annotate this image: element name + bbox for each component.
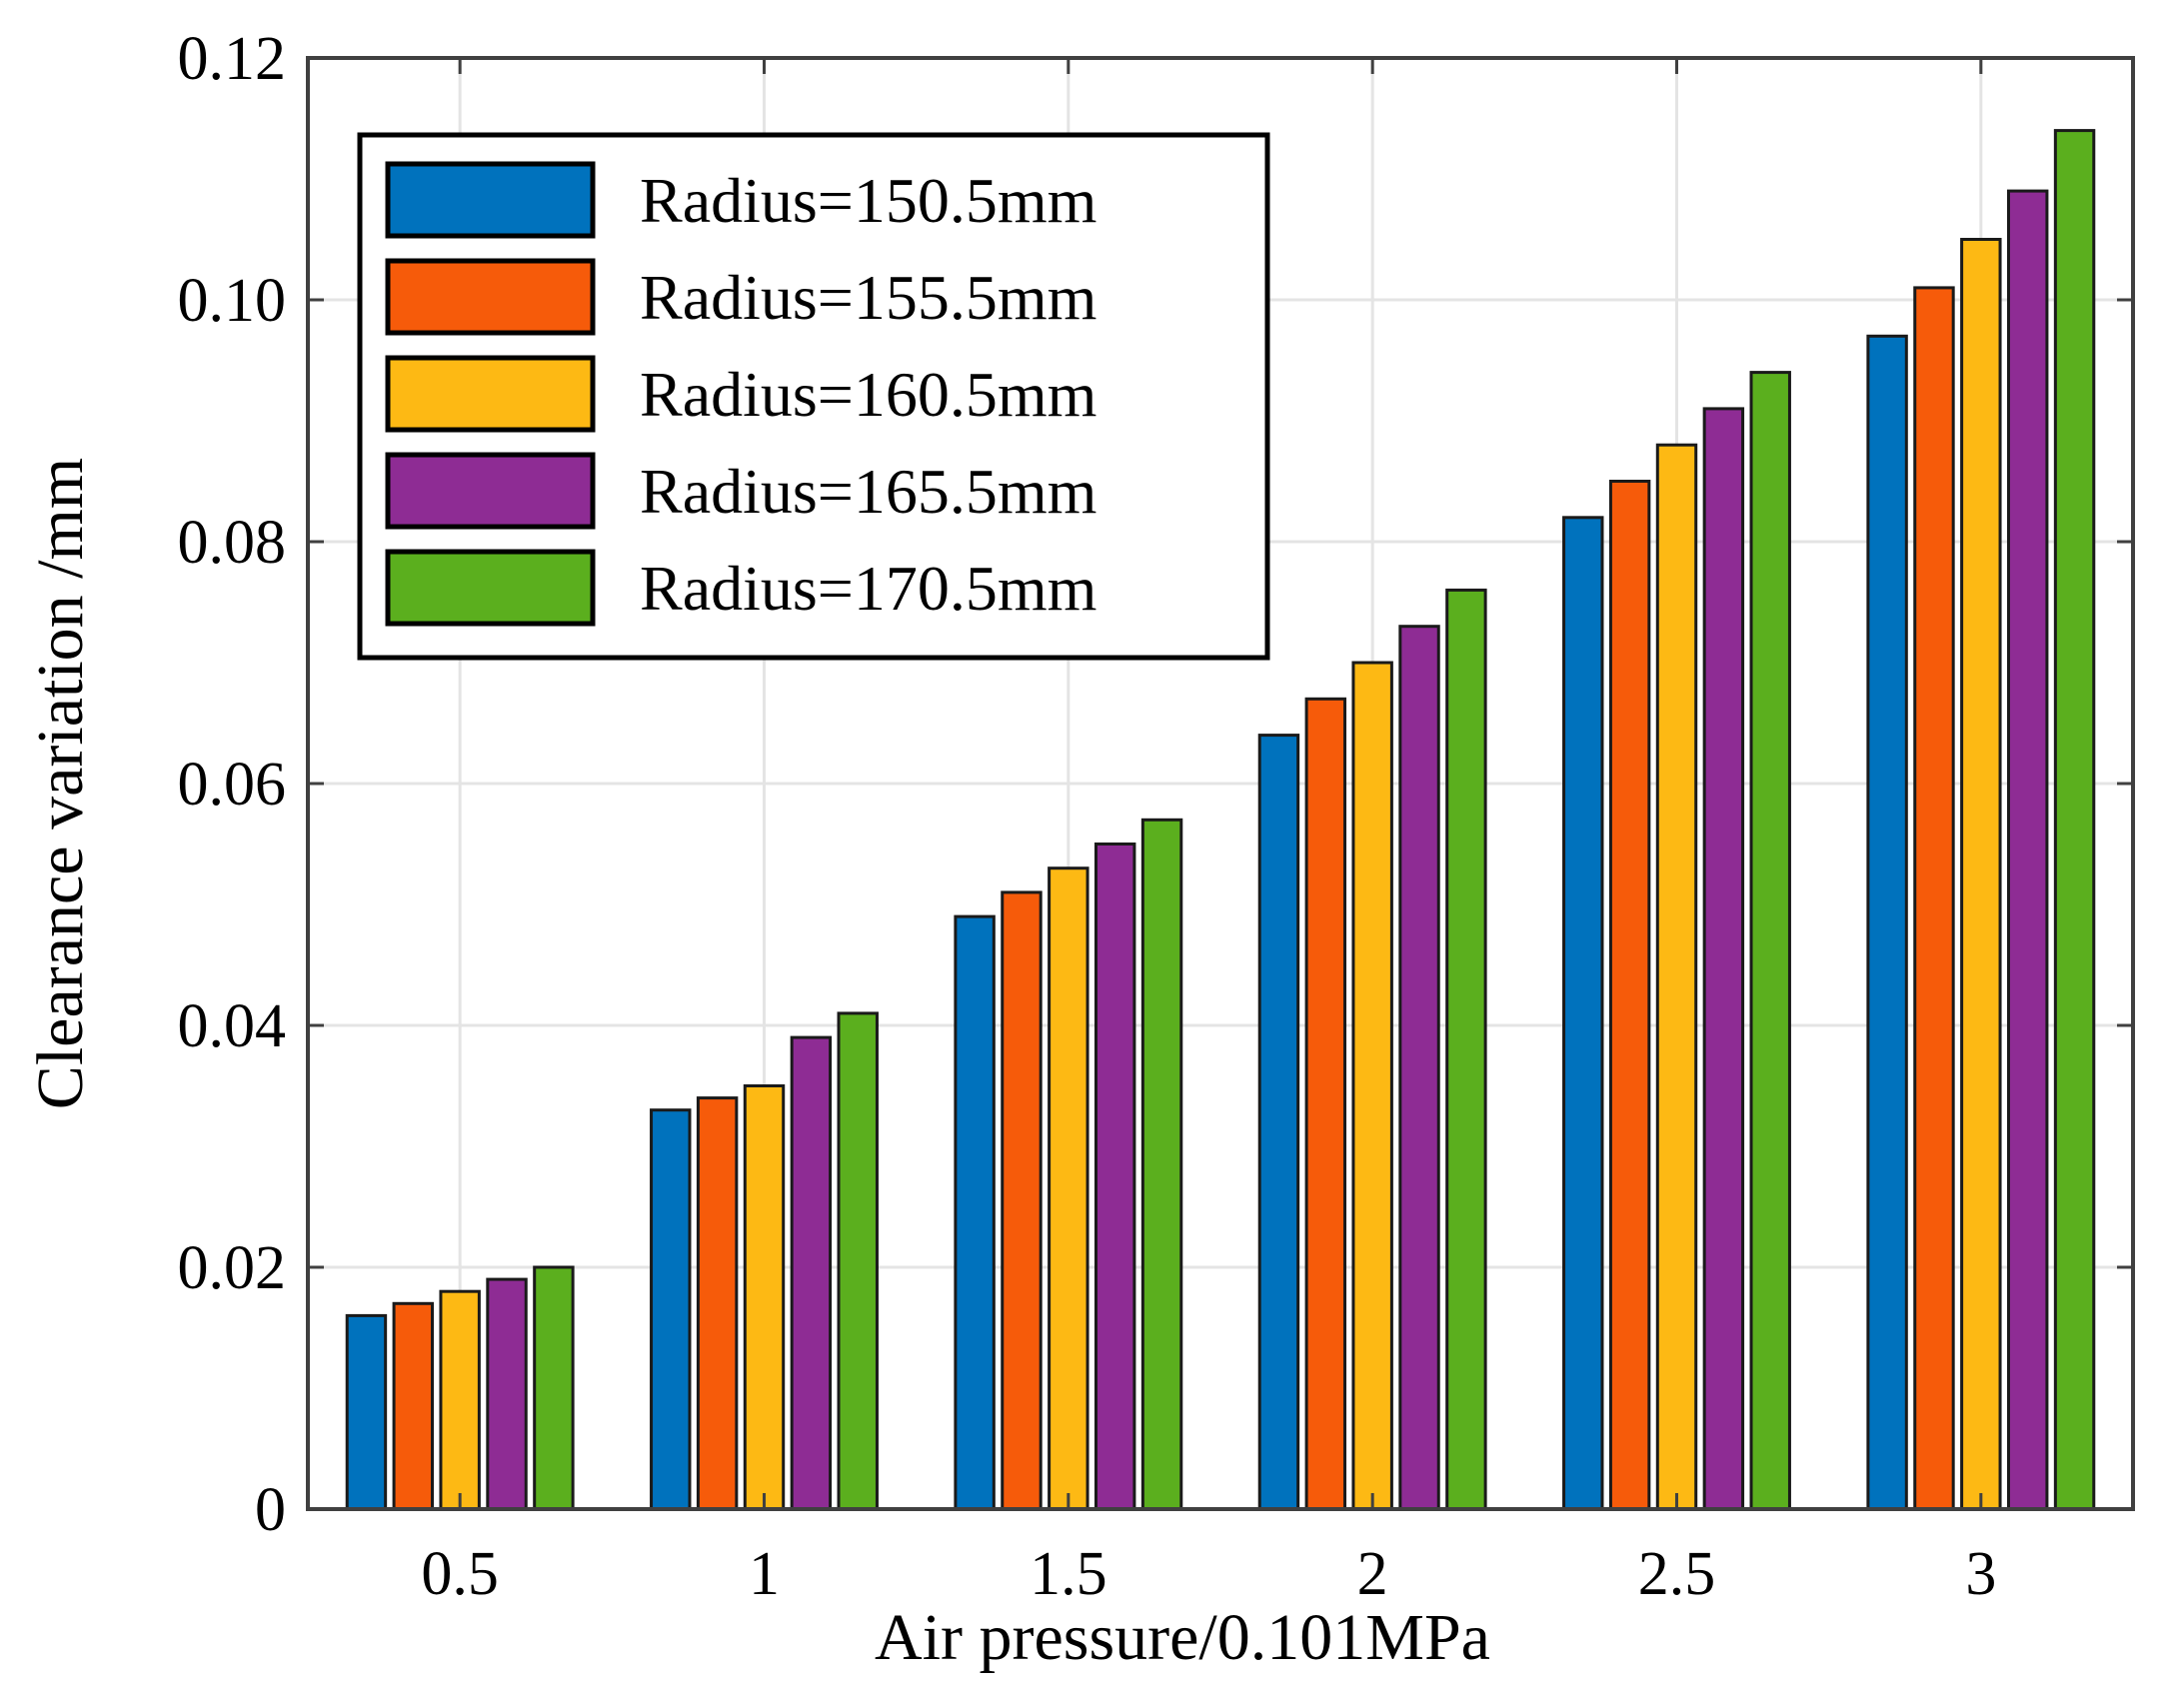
x-tick-label: 3 [1965,1540,1996,1608]
legend-swatch [385,355,596,433]
bar [1048,866,1089,1511]
bar [1866,334,1908,1511]
bar [1445,588,1487,1511]
bar [439,1289,481,1511]
bar [1140,818,1183,1511]
bar [2006,189,2049,1511]
y-tick-label: 0.02 [178,1234,287,1302]
x-tick-label: 1.5 [1030,1540,1107,1608]
bar [1655,443,1698,1511]
bar [1257,734,1300,1511]
bar [1702,407,1745,1511]
x-tick-labels: 0.5 1 1.5 2 2.5 3 [421,1540,1996,1608]
legend-swatch [385,258,596,336]
bar [1608,480,1651,1511]
bar [2053,129,2096,1511]
bar [345,1313,388,1511]
legend-label: Radius=170.5mm [640,553,1096,624]
x-axis-label: Air pressure/0.101MPa [875,1601,1490,1674]
bar [743,1084,786,1511]
bar [1398,625,1440,1511]
bar [1351,661,1393,1511]
bar [1093,843,1136,1511]
y-tick-labels: 0 0.02 0.04 0.06 0.08 0.10 0.12 [178,25,287,1544]
bar [696,1096,739,1511]
bar [1001,890,1043,1511]
bar [392,1301,435,1511]
bar [837,1011,879,1511]
bar [1304,697,1347,1511]
bar [1913,286,1955,1511]
x-tick-label: 2.5 [1638,1540,1716,1608]
bar [1749,371,1791,1511]
y-tick-label: 0.08 [178,509,287,577]
bar-series [345,129,2096,1511]
legend: Radius=150.5mm Radius=155.5mm Radius=160.5… [357,132,1270,661]
legend-swatch [385,549,596,627]
x-tick-label: 0.5 [421,1540,499,1608]
bar [1960,238,2002,1511]
legend-label: Radius=160.5mm [640,359,1096,430]
bar [533,1265,575,1511]
legend-swatch [385,452,596,530]
bar [486,1277,528,1511]
y-tick-label: 0 [255,1476,286,1544]
bar [1562,516,1604,1511]
y-tick-label: 0.04 [178,992,287,1060]
legend-label: Radius=155.5mm [640,262,1096,333]
y-tick-label: 0.12 [178,25,287,93]
bar [650,1108,692,1511]
bar [790,1035,833,1511]
x-tick-label: 2 [1357,1540,1388,1608]
axis-ticks [308,56,2133,1511]
legend-swatch [385,161,596,239]
y-tick-label: 0.10 [178,267,287,335]
bar [954,914,996,1511]
legend-label: Radius=165.5mm [640,456,1096,527]
y-axis-label: Clearance variation /mm [24,458,97,1109]
x-tick-label: 1 [749,1540,780,1608]
legend-label: Radius=150.5mm [640,165,1096,236]
y-tick-label: 0.06 [178,751,287,819]
